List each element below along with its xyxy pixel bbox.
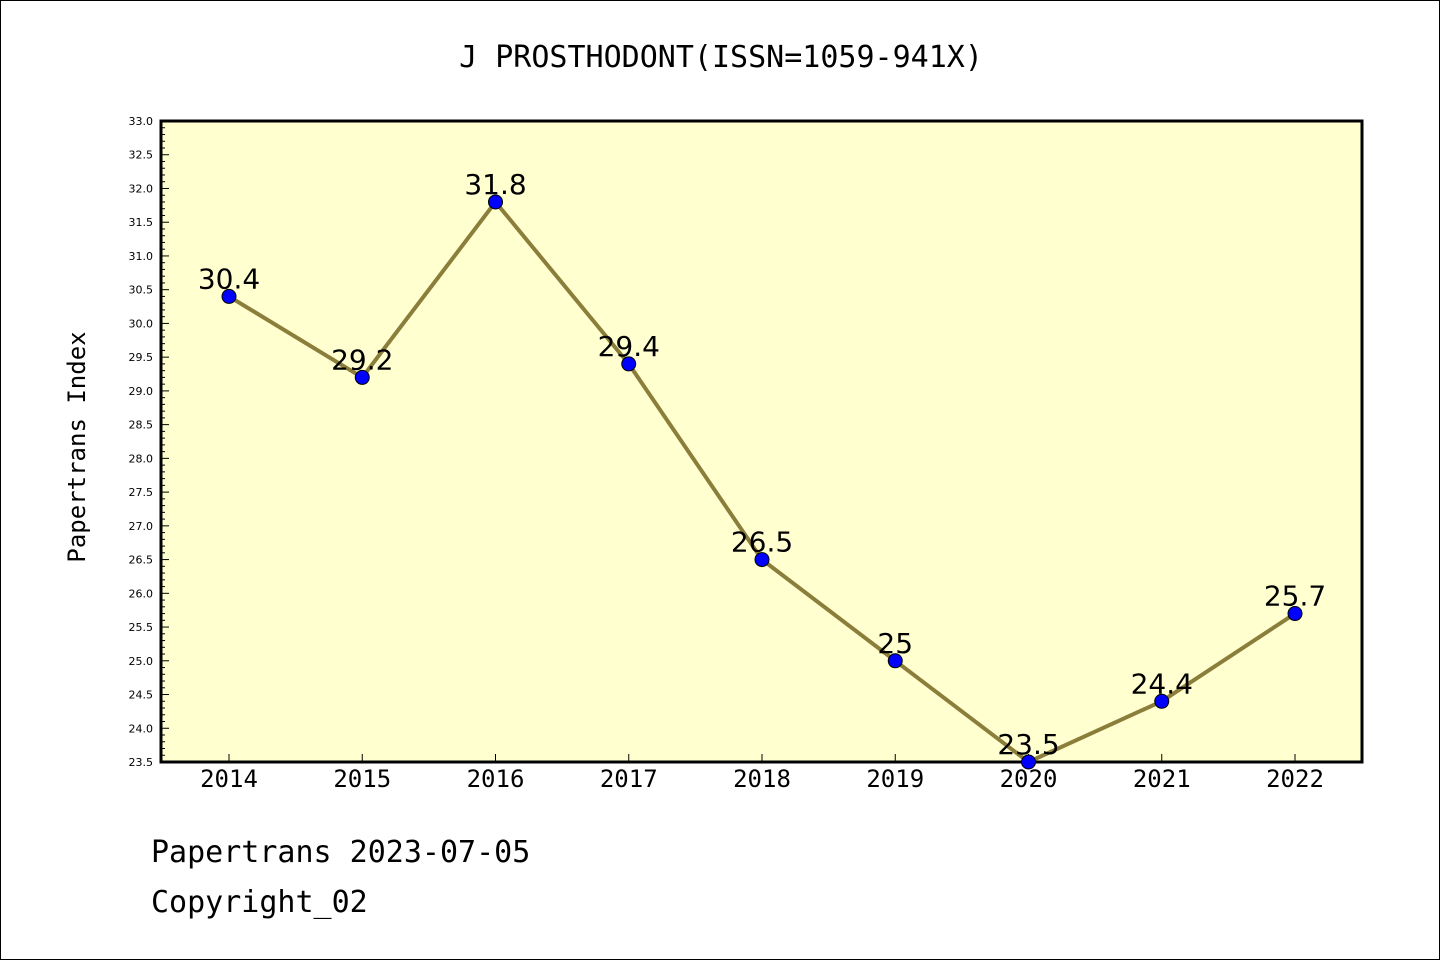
data-point-label: 26.5 (731, 526, 793, 559)
data-point-marker (1154, 693, 1170, 709)
x-tick-label: 2018 (733, 765, 791, 793)
data-point-marker (621, 356, 637, 372)
y-tick-label: 27.0 (129, 520, 154, 533)
y-tick-label: 29.0 (129, 385, 154, 398)
data-point-marker (488, 194, 503, 210)
footer-date: Papertrans 2023-07-05 (151, 835, 531, 870)
y-tick-label: 25.5 (129, 621, 154, 634)
y-tick-label: 32.5 (129, 149, 154, 162)
y-tick-label: 28.0 (129, 452, 154, 465)
plot-area (159, 119, 1364, 764)
x-tick-label: 2022 (1266, 765, 1324, 793)
x-tick-label: 2017 (600, 765, 658, 793)
x-tick-label: 2014 (200, 765, 258, 793)
y-axis-label: Papertrans Index (63, 331, 91, 562)
chart-title: J PROSTHODONT(ISSN=1059-941X) (459, 40, 983, 75)
data-point-label: 31.8 (464, 168, 526, 201)
y-tick-label: 30.5 (129, 284, 154, 297)
data-point-marker (1287, 606, 1303, 622)
data-point-label: 30.4 (198, 262, 260, 295)
data-point-label: 29.2 (331, 343, 393, 376)
y-tick-label: 24.0 (129, 722, 154, 735)
data-point-label: 24.4 (1131, 667, 1193, 700)
y-tick-label: 23.5 (129, 756, 154, 769)
y-tick-label: 26.5 (129, 554, 154, 567)
data-point-marker (221, 288, 237, 304)
footer-copyright: Copyright_02 (151, 885, 368, 920)
y-tick-label: 31.5 (129, 216, 154, 229)
y-tick-label: 31.0 (129, 250, 154, 263)
data-point-label: 25.7 (1264, 580, 1326, 613)
data-point-label: 25 (877, 627, 913, 660)
y-tick-label: 33.0 (129, 115, 154, 128)
x-axis-ticks: 2014 2015 2016 2017 2018 2019 2020 2021 2022 (200, 754, 1324, 793)
y-axis-ticks: 23.5 24.0 24.5 25.0 25.5 26.0 26.5 27.0 27.5 28.0… (129, 115, 169, 769)
data-point-marker (1021, 754, 1036, 770)
y-tick-label: 29.5 (129, 351, 154, 364)
data-point-marker (754, 552, 770, 568)
x-tick-label: 2016 (467, 765, 525, 793)
data-points (221, 194, 1303, 770)
y-tick-label: 24.5 (129, 689, 154, 702)
data-point-marker (887, 653, 903, 669)
data-point-marker (354, 369, 370, 385)
data-point-label: 29.4 (598, 330, 660, 363)
y-tick-label: 25.0 (129, 655, 154, 668)
y-tick-label: 30.0 (129, 317, 154, 330)
data-labels: 30.4 29.2 31.8 29.4 26.5 25 23.5 24.4 25.7 (198, 168, 1326, 761)
y-tick-label: 27.5 (129, 486, 154, 499)
y-tick-label: 32.0 (129, 182, 154, 195)
x-tick-label: 2015 (333, 765, 391, 793)
y-tick-label: 26.0 (129, 587, 154, 600)
x-tick-label: 2020 (1000, 765, 1058, 793)
x-tick-label: 2021 (1133, 765, 1191, 793)
y-tick-label: 28.5 (129, 419, 154, 432)
x-tick-label: 2019 (866, 765, 924, 793)
data-point-label: 23.5 (997, 728, 1059, 761)
